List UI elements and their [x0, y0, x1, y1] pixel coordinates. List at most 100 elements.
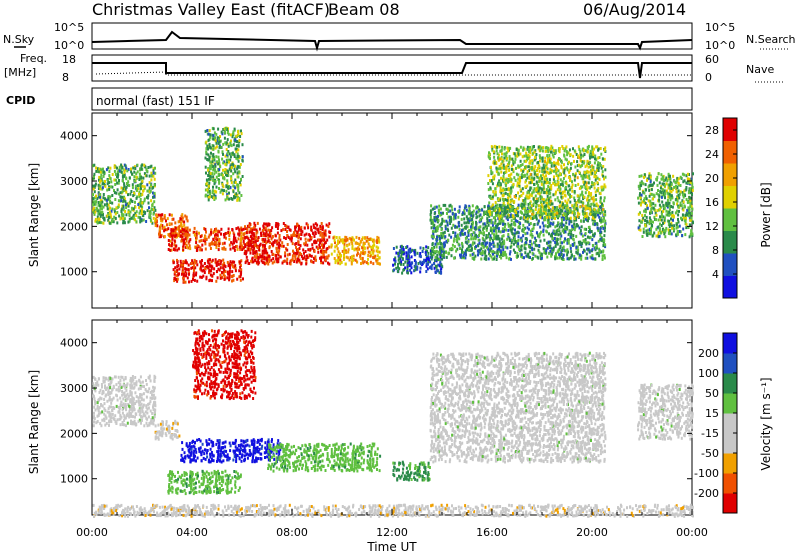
scatter-cell [205, 152, 208, 156]
scatter-cell [507, 234, 510, 238]
scatter-cell [500, 157, 503, 161]
scatter-cell [113, 191, 116, 195]
scatter-cell [478, 231, 481, 234]
scatter-cell [488, 207, 491, 210]
scatter-cell [595, 210, 598, 214]
scatter-cell [101, 211, 104, 214]
scatter-cell [177, 273, 180, 276]
scatter-cell [145, 174, 148, 178]
scatter-cell [279, 238, 282, 242]
scatter-cell [252, 237, 255, 241]
scatter-cell [500, 218, 503, 222]
scatter-cell [534, 236, 537, 240]
scatter-cell [572, 234, 575, 237]
scatter-cell [247, 245, 250, 249]
scatter-cell [121, 217, 124, 220]
scatter-cell [589, 151, 592, 155]
scatter-cell [238, 275, 241, 279]
scatter-cell [128, 217, 131, 221]
scatter-cell [469, 225, 472, 229]
scatter-cell [111, 194, 114, 197]
scatter-cell [135, 187, 138, 191]
scatter-cell [434, 229, 437, 233]
scatter-cell [206, 144, 209, 148]
scatter-cell [278, 236, 281, 240]
scatter-cell [344, 239, 347, 243]
scatter-cell [180, 234, 182, 238]
scatter-cell [220, 227, 223, 231]
scatter-cell [414, 248, 417, 252]
scatter-cell [587, 230, 590, 234]
scatter-cell [506, 146, 509, 150]
scatter-cell [462, 250, 465, 254]
scatter-cell [487, 247, 490, 251]
scatter-cell [599, 196, 602, 200]
scatter-cell [528, 165, 531, 169]
scatter-cell [240, 132, 243, 136]
scatter-cell [404, 266, 407, 270]
scatter-cell [124, 187, 127, 191]
scatter-cell [538, 159, 541, 163]
scatter-cell [586, 256, 589, 260]
scatter-cell [138, 211, 141, 215]
scatter-cell [570, 195, 573, 198]
scatter-cell [133, 191, 135, 195]
scatter-cell [96, 197, 99, 201]
scatter-cell [306, 243, 309, 247]
scatter-cell [556, 240, 559, 244]
scatter-cell [99, 214, 102, 218]
scatter-cell [591, 254, 594, 257]
scatter-cell [598, 249, 601, 253]
scatter-cell [547, 150, 550, 154]
scatter-cell [551, 237, 554, 240]
scatter-cell [98, 167, 101, 171]
scatter-cell [348, 258, 351, 262]
scatter-cell [214, 194, 217, 198]
scatter-cell [300, 233, 303, 236]
scatter-cell [284, 228, 287, 231]
scatter-cell [546, 181, 549, 185]
scatter-cell [499, 230, 502, 234]
scatter-cell [310, 228, 313, 232]
scatter-cell [244, 245, 247, 248]
scatter-cell [92, 184, 95, 188]
scatter-cell [227, 132, 230, 136]
scatter-cell [478, 227, 481, 230]
scatter-cell [541, 212, 544, 216]
scatter-cell [237, 154, 240, 158]
scatter-cell [446, 221, 449, 225]
scatter-cell [222, 185, 225, 189]
scatter-cell [318, 243, 321, 247]
scatter-cell [299, 244, 302, 248]
scatter-cell [170, 234, 173, 238]
scatter-cell [600, 205, 603, 208]
scatter-cell [395, 251, 398, 255]
scatter-cell [531, 246, 533, 250]
scatter-cell [433, 266, 436, 270]
scatter-cell [297, 242, 300, 246]
scatter-cell [282, 260, 285, 263]
scatter-cell [556, 214, 559, 218]
scatter-cell [543, 180, 546, 184]
scatter-cell [209, 243, 212, 247]
scatter-cell [525, 151, 528, 155]
scatter-cell [561, 225, 563, 229]
scatter-cell [597, 213, 599, 217]
scatter-cell [106, 214, 109, 218]
scatter-cell [493, 257, 495, 261]
scatter-cell [428, 266, 431, 270]
scatter-cell [328, 230, 331, 234]
scatter-cell [237, 144, 240, 148]
scatter-cell [118, 214, 121, 218]
scatter-cell [173, 247, 175, 251]
scatter-cell [150, 199, 153, 203]
scatter-cell [438, 264, 441, 268]
scatter-cell [596, 251, 599, 255]
scatter-cell [216, 139, 219, 142]
scatter-cell [362, 241, 365, 245]
scatter-cell [540, 156, 543, 160]
scatter-cell [233, 235, 235, 239]
scatter-cell [586, 175, 589, 179]
scatter-cell [414, 262, 417, 266]
scatter-cell [239, 183, 242, 187]
